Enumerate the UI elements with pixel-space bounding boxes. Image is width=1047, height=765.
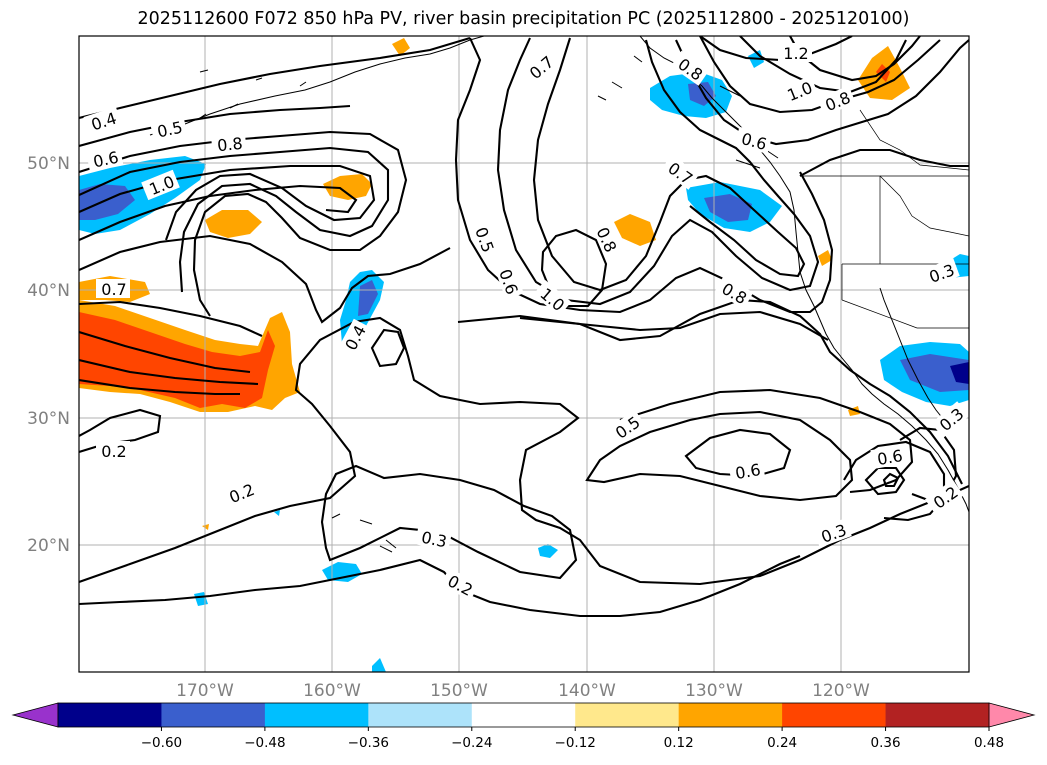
lat-label: 40°N	[27, 281, 70, 301]
negative-precip-core	[900, 354, 969, 392]
colorbar-segment	[264, 703, 369, 727]
colorbar-extend-low	[11, 702, 59, 728]
colorbar-tick-label: 0.48	[974, 735, 1004, 751]
lat-label: 50°N	[27, 154, 70, 174]
colorbar-tick-label: −0.60	[141, 735, 182, 751]
contour-label: 0.6	[876, 446, 904, 469]
colorbar-segment	[678, 703, 783, 727]
lat-label: 20°N	[27, 536, 70, 556]
colorbar-segment	[368, 703, 473, 727]
map-title: 2025112600 F072 850 hPa PV, river basin …	[137, 9, 910, 29]
colorbar-tick-label: 0.24	[767, 735, 797, 751]
colorbar-segment	[885, 703, 990, 727]
colorbar-segment	[782, 703, 887, 727]
contour-label: 0.6	[734, 460, 762, 483]
contour-label: 1.2	[783, 44, 808, 63]
colorbar-extend-high	[988, 702, 1036, 728]
positive-precip-area	[205, 210, 262, 238]
longitude-labels: 170°W 160°W 150°W 140°W 130°W 120°W	[176, 681, 870, 701]
colorbar-segment	[58, 703, 162, 727]
colorbar-segment	[161, 703, 266, 727]
contour-label: 0.6	[91, 148, 120, 172]
negative-precip-area	[274, 510, 280, 516]
contour-label: 0.3	[420, 528, 449, 552]
positive-precip-area	[323, 174, 372, 200]
contour-label: 0.8	[216, 134, 243, 156]
negative-precip-core	[688, 82, 716, 106]
colorbar: −0.60 −0.48 −0.36 −0.24 −0.12 0.12 0.24 0.36 0.4…	[11, 702, 1036, 751]
lat-label: 30°N	[27, 409, 70, 429]
lon-label: 150°W	[430, 681, 488, 701]
colorbar-segment	[471, 703, 576, 727]
positive-precip-area	[392, 38, 410, 56]
colorbar-tick-label: 0.12	[664, 735, 694, 751]
map-content: 0.4 0.5 0.6 0.8 1.0 0.7 0.2 0.2 0.3 0.2 …	[79, 36, 969, 672]
colorbar-tick-label: −0.12	[555, 735, 596, 751]
colorbar-segment	[575, 703, 680, 727]
colorbar-tick-label: −0.48	[244, 735, 285, 751]
negative-precip-core	[704, 194, 752, 222]
positive-precip-area	[818, 250, 832, 266]
negative-precip-area	[372, 658, 386, 672]
contour-labels: 0.4 0.5 0.6 0.8 1.0 0.7 0.2 0.2 0.3 0.2 …	[83, 43, 969, 601]
lon-label: 120°W	[812, 681, 870, 701]
map-frame	[78, 35, 970, 673]
lon-label: 130°W	[685, 681, 743, 701]
negative-precip-core	[358, 280, 378, 316]
lon-label: 170°W	[176, 681, 234, 701]
colorbar-tick-label: −0.24	[451, 735, 492, 751]
negative-precip-core	[950, 362, 969, 384]
lon-label: 140°W	[558, 681, 616, 701]
contour-label: 0.2	[101, 442, 126, 461]
negative-precip-area	[538, 544, 558, 558]
colorbar-tick-label: −0.36	[348, 735, 389, 751]
positive-precip-area	[614, 214, 656, 246]
contour-label: 0.5	[155, 118, 184, 142]
latitude-labels: 50°N 40°N 30°N 20°N	[27, 154, 70, 556]
lon-label: 160°W	[303, 681, 361, 701]
contour-label: 0.7	[101, 280, 126, 299]
colorbar-outline	[57, 702, 990, 728]
colorbar-tick-label: 0.36	[871, 735, 901, 751]
